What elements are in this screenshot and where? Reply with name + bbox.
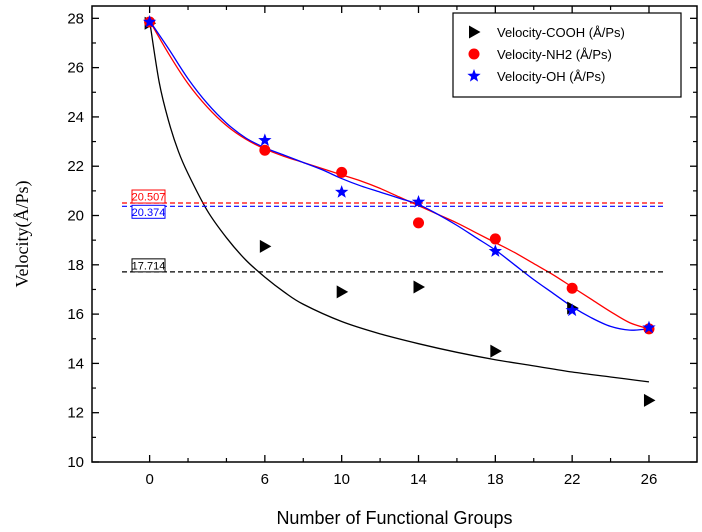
data-point-s2-0 [142, 15, 157, 28]
legend: Velocity-COOH (Å/Ps) Velocity-NH2 (Å/Ps) V… [452, 12, 682, 98]
reference-label-box-0 [131, 258, 166, 273]
y-tick-label-7: 24 [67, 109, 84, 126]
y-tick-label-1: 12 [67, 405, 84, 422]
legend-label-1: Velocity-NH2 (Å/Ps) [497, 47, 612, 62]
data-point-s2-3 [411, 194, 426, 208]
y-axis-title: Velocity(Å/Ps) [12, 181, 33, 288]
reference-label-box-2 [131, 204, 166, 219]
data-point-s1-4 [489, 233, 501, 245]
reference-label-box-1 [131, 189, 166, 204]
x-tick-label-6: 26 [641, 471, 658, 488]
legend-marker-2 [467, 69, 481, 82]
fit-curves [148, 20, 650, 383]
data-point-s1-3 [413, 217, 425, 229]
data-point-s0-4 [490, 344, 502, 358]
data-point-s2-6 [642, 320, 656, 334]
data-point-s0-2 [336, 285, 349, 299]
reference-label-1: 20.507 [132, 192, 166, 204]
axes: 0 6 10 14 18 22 26 10 12 14 16 18 20 22 24 26 28 [67, 5, 698, 488]
data-point-s1-1 [259, 144, 271, 156]
reference-label-2: 20.374 [132, 207, 166, 219]
data-point-s0-3 [413, 280, 426, 294]
y-tick-label-9: 28 [67, 10, 84, 27]
legend-label-2: Velocity-OH (Å/Ps) [497, 69, 605, 84]
x-tick-label-3: 14 [410, 471, 427, 488]
data-point-s0-1 [259, 239, 272, 253]
x-tick-label-4: 18 [487, 471, 504, 488]
x-tick-label-5: 22 [564, 471, 581, 488]
data-point-s1-5 [566, 282, 578, 294]
data-markers [142, 15, 656, 407]
reference-label-0: 17.714 [132, 260, 166, 272]
plot-frame [91, 5, 698, 463]
data-point-s2-4 [488, 244, 502, 257]
reference-lines: 17.714 20.507 20.374 [122, 189, 663, 273]
data-point-s0-6 [643, 393, 656, 407]
x-tick-label-2: 10 [333, 471, 350, 488]
legend-label-0: Velocity-COOH (Å/Ps) [497, 25, 625, 40]
x-tick-label-0: 0 [145, 471, 153, 488]
y-tick-label-3: 16 [67, 306, 84, 323]
data-point-s2-5 [565, 303, 579, 317]
y-tick-label-8: 26 [67, 60, 84, 77]
y-tick-label-0: 10 [67, 454, 84, 471]
y-tick-label-2: 14 [67, 355, 84, 372]
legend-box [452, 12, 682, 98]
fit-curve-1 [149, 20, 650, 330]
legend-marker-1 [468, 48, 480, 60]
x-tick-label-1: 6 [261, 471, 269, 488]
data-point-s2-2 [335, 185, 349, 198]
fit-curve-0 [148, 20, 650, 383]
data-point-s1-2 [336, 166, 348, 178]
fit-curve-2 [149, 20, 650, 331]
x-axis-title: Number of Functional Groups [276, 508, 512, 528]
y-tick-label-6: 22 [67, 158, 84, 175]
legend-marker-0 [469, 25, 481, 39]
y-tick-label-4: 18 [67, 257, 84, 274]
y-tick-label-5: 20 [67, 208, 84, 225]
data-point-s2-1 [258, 133, 272, 146]
